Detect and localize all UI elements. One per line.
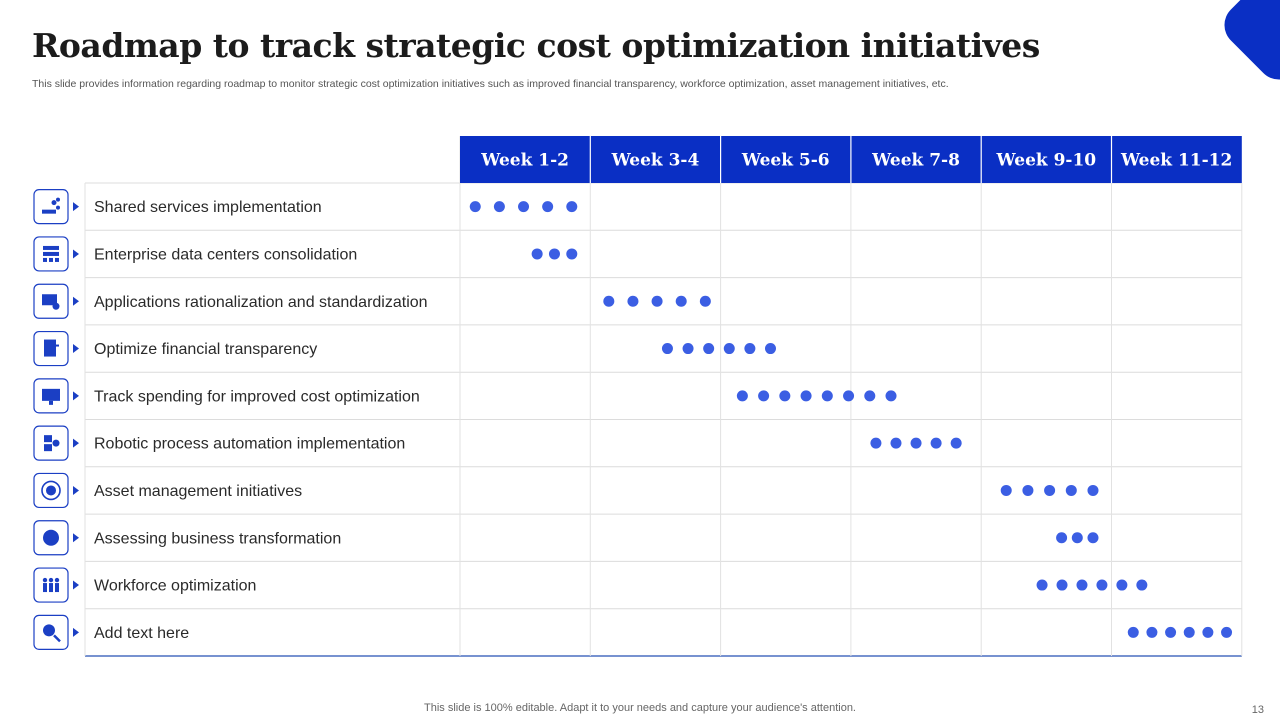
timeline-dot [603,295,615,307]
task-label: Enterprise data centers consolidation [94,246,357,263]
timeline-dot [1116,579,1128,591]
task-label: Track spending for improved cost optimiz… [94,388,420,405]
timeline-dot [661,343,673,355]
timeline-dot [950,437,962,449]
pointer-arrow-icon [73,485,79,495]
task-label: Asset management initiatives [94,483,302,500]
timeline-dot [1136,579,1148,591]
task-label: Assessing business transformation [94,530,341,547]
timeline-dot [703,343,715,355]
timeline-dot [1146,626,1158,638]
search-gear-icon [33,614,79,650]
task-labels: Shared services implementation Enterprise… [94,199,428,642]
pointer-arrow-icon [73,202,79,212]
timeline-dot [1183,626,1195,638]
timeline-dot [566,248,578,260]
page-number: 13 [1251,704,1264,716]
pointer-arrow-icon [73,249,79,259]
timeline-dot [758,390,770,402]
timeline-dot [1056,532,1068,544]
timeline-dot [699,295,711,307]
globe-transform-icon [33,520,79,556]
task-label: Applications rationalization and standar… [94,294,428,311]
timeline-dot [800,390,812,402]
timeline-dot [870,437,882,449]
timeline-dot [651,295,663,307]
timeline-dot [1071,532,1083,544]
timeline-dot [548,248,560,260]
timeline-dot [682,343,694,355]
footer-note: This slide is 100% editable. Adapt it to… [424,702,856,714]
timeline-dot [764,343,776,355]
timeline-dot [566,201,578,213]
timeline-dot [531,248,543,260]
week-header: Week 1-2 Week 3-4 Week 5-6 Week 7-8 Week 9-1… [460,136,1242,183]
workforce-icon [33,567,79,603]
timeline-dot [1221,626,1233,638]
pointer-arrow-icon [73,296,79,306]
week-column-header: Week 1-2 [480,151,569,171]
data-center-icon [33,236,79,272]
timeline-dot [1087,484,1099,496]
timeline-dot [675,295,687,307]
asset-cycle-icon [33,472,79,509]
timeline-dot [1076,579,1088,591]
financial-report-icon [33,330,79,367]
week-column-header: Week 3-4 [611,151,700,171]
timeline-dot [1036,579,1048,591]
robot-automation-icon [33,425,79,461]
pointer-arrow-icon [73,580,79,590]
timeline-dot [744,343,756,355]
timeline-dot [843,390,855,402]
pointer-arrow-icon [73,344,79,354]
task-icons [33,189,79,650]
timeline-dot [930,437,942,449]
week-column-header: Week 11-12 [1120,151,1232,171]
icon-frame [33,425,69,461]
week-column-header: Week 7-8 [871,151,960,171]
hand-share-icon [33,189,79,225]
timeline-dot [885,390,897,402]
timeline-dot [723,343,735,355]
timeline-dot [627,295,639,307]
icon-frame [33,189,69,225]
timeline-dot [736,390,748,402]
task-dots [469,201,1233,638]
timeline-dot [779,390,791,402]
app-settings-icon [33,283,79,319]
task-label: Robotic process automation implementatio… [94,436,405,453]
task-label: Add text here [94,625,189,642]
timeline-dot [1127,626,1139,638]
timeline-dot [469,201,481,213]
week-column-header: Week 5-6 [741,151,830,171]
monitor-tracking-icon [33,378,79,414]
week-column-header: Week 9-10 [996,151,1097,171]
timeline-dot [1022,484,1034,496]
timeline-dot [1000,484,1012,496]
slide-subtitle: This slide provides information regardin… [32,78,949,90]
timeline-dot [493,201,505,213]
timeline-dot [1044,484,1056,496]
timeline-dot [910,437,922,449]
slide-title: Roadmap to track strategic cost optimiza… [32,26,1040,65]
task-label: Workforce optimization [94,578,256,595]
task-label: Optimize financial transparency [94,341,317,358]
pointer-arrow-icon [73,533,79,543]
timeline-dot [890,437,902,449]
timeline-dot [864,390,876,402]
pointer-arrow-icon [73,627,79,637]
timeline-dot [518,201,530,213]
pointer-arrow-icon [73,391,79,401]
timeline-dot [542,201,554,213]
timeline-dot [1202,626,1214,638]
pointer-arrow-icon [73,438,79,448]
timeline-dot [1165,626,1177,638]
timeline-dot [1056,579,1068,591]
timeline-dot [1087,532,1099,544]
timeline-dot [1065,484,1077,496]
task-label: Shared services implementation [94,199,322,216]
timeline-dot [1096,579,1108,591]
timeline-dot [821,390,833,402]
